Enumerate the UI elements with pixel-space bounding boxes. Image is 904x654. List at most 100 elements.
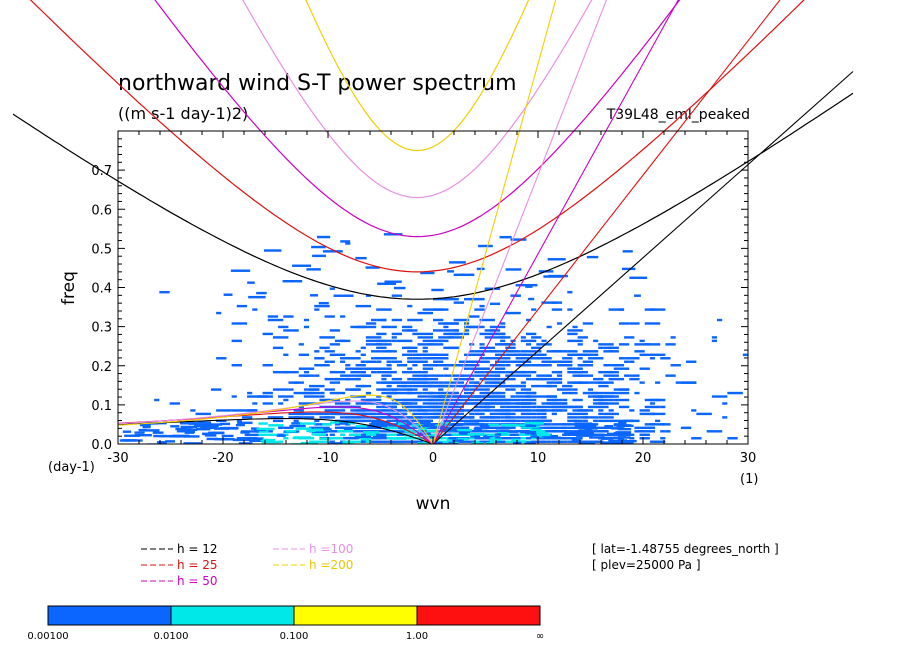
heatmap-cell: [458, 273, 475, 277]
heatmap-cell: [298, 405, 304, 409]
heatmap-cell: [340, 433, 346, 437]
heatmap-cell: [260, 438, 269, 442]
heatmap-cell: [525, 433, 532, 437]
heatmap-cell: [196, 427, 211, 431]
heatmap-cell: [622, 250, 633, 253]
heatmap-cell: [365, 339, 372, 343]
heatmap-cell: [639, 409, 650, 412]
heatmap-cell: [494, 391, 506, 395]
heatmap-cell: [531, 336, 542, 339]
heatmap-cell: [407, 318, 423, 322]
latitude-annotation: [ lat=-1.48755 degrees_north ]: [592, 542, 779, 556]
heatmap-cell: [138, 428, 148, 432]
heatmap-cell: [567, 290, 573, 294]
heatmap-cell: [639, 367, 650, 370]
heatmap-cell: [443, 297, 459, 301]
heatmap-cell: [629, 360, 635, 363]
heatmap-cell: [541, 377, 557, 381]
heatmap-cell: [298, 367, 315, 370]
heatmap-cell: [593, 339, 599, 343]
heatmap-cell: [249, 439, 266, 443]
heatmap-cell: [235, 423, 245, 427]
heatmap-cell: [593, 353, 599, 357]
heatmap-cell: [211, 431, 225, 435]
heatmap-cell: [562, 426, 568, 430]
heatmap-cell: [711, 339, 718, 343]
heatmap-cell: [197, 421, 212, 424]
heatmap-cell: [458, 432, 471, 435]
heatmap-cell: [319, 336, 335, 339]
heatmap-cell: [365, 412, 372, 416]
heatmap-cell: [510, 238, 527, 241]
heatmap-cell: [122, 430, 132, 433]
heatmap-cell: [402, 384, 408, 388]
heatmap-cell: [525, 285, 533, 288]
heatmap-cell: [649, 423, 666, 426]
heatmap-cell: [398, 422, 407, 425]
heatmap-cell: [355, 430, 361, 433]
heatmap-cell: [469, 377, 475, 381]
heatmap-cell: [253, 437, 263, 441]
heatmap-cell: [587, 357, 604, 360]
heatmap-cell: [474, 370, 485, 374]
heatmap-cell: [500, 409, 506, 412]
colorbar: 0.00100 0.0100 0.100 1.00 ∞: [27, 605, 544, 642]
heatmap-cell: [388, 423, 398, 427]
heatmap-cell: [404, 434, 415, 437]
heatmap-cell: [122, 439, 137, 442]
heatmap-cell: [391, 433, 397, 437]
heatmap-cell: [644, 322, 661, 325]
heatmap-cell: [546, 381, 563, 384]
heatmap-cell: [288, 388, 294, 391]
curve-legend: h = 12 h = 25 h = 50 h =100 h =200: [141, 542, 353, 588]
heatmap-cell: [613, 364, 625, 367]
heatmap-cell: [134, 433, 152, 437]
heatmap-cell: [433, 329, 444, 332]
heatmap-cell: [562, 437, 578, 440]
colorbar-segment: [47, 605, 172, 626]
heatmap-cell: [345, 357, 361, 360]
heatmap-cell: [458, 409, 464, 412]
heatmap-cell: [381, 388, 387, 391]
heatmap-cell: [655, 381, 661, 384]
heatmap-cell: [639, 433, 650, 437]
heatmap-cell: [438, 381, 444, 384]
heatmap-cell: [489, 350, 495, 353]
heatmap-cell: [458, 384, 470, 388]
heatmap-cell: [515, 284, 521, 287]
kelvin-line-h50: [432, 0, 679, 444]
heatmap-cell: [407, 367, 413, 370]
heatmap-cell: [330, 421, 347, 424]
heatmap-cell: [541, 423, 552, 426]
heatmap-cell: [494, 374, 501, 377]
heatmap-cell: [562, 430, 573, 433]
heatmap-cell: [562, 384, 573, 388]
heatmap-cell: [494, 402, 501, 405]
heatmap-cell: [324, 360, 330, 363]
heatmap-cell: [396, 409, 403, 412]
heatmap-cell: [670, 364, 681, 367]
heatmap-cell: [572, 437, 578, 440]
heatmap-cell: [536, 412, 542, 416]
heatmap-cell: [505, 343, 511, 346]
heatmap-cell: [417, 311, 433, 315]
heatmap-cell: [365, 336, 382, 339]
heatmap-cell: [417, 442, 432, 444]
heatmap-cell: [295, 427, 312, 430]
heatmap-cell: [386, 350, 397, 353]
heatmap-cell: [427, 409, 433, 412]
heatmap-cell: [350, 395, 366, 398]
heatmap-cell: [360, 325, 377, 329]
heatmap-cell: [179, 422, 198, 425]
heatmap-cell: [381, 325, 392, 329]
heatmap-cell: [272, 346, 284, 350]
heatmap-cell: [170, 425, 180, 428]
heatmap-cell: [315, 433, 326, 436]
heatmap-cell: [649, 308, 666, 311]
heatmap-cell: [478, 244, 493, 248]
heatmap-cell: [551, 412, 557, 416]
heatmap-cell: [417, 405, 423, 409]
heatmap-cell: [236, 304, 248, 308]
heatmap-cell: [219, 422, 231, 426]
heatmap-cell: [165, 440, 176, 443]
